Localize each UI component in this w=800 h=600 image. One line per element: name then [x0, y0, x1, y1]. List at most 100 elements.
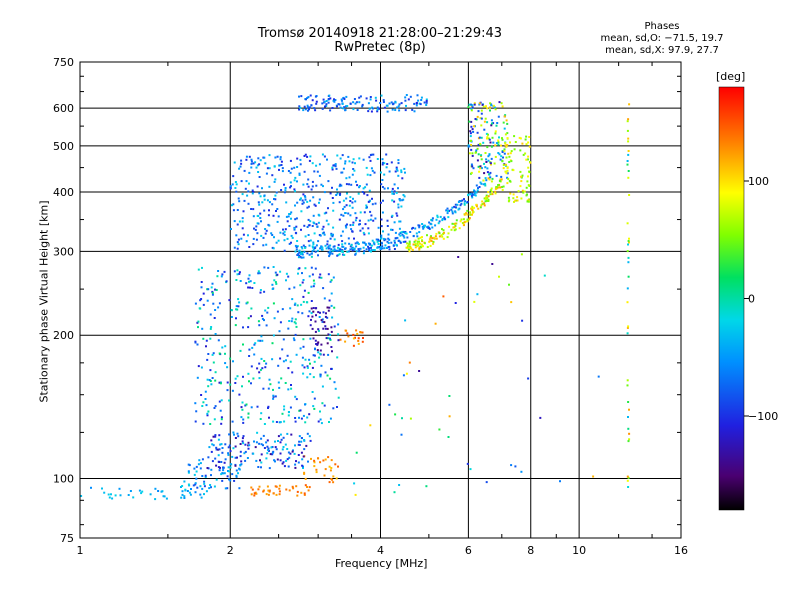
scatter-point — [323, 474, 326, 477]
scatter-point — [525, 186, 528, 189]
scatter-point — [370, 244, 373, 247]
scatter-point — [204, 398, 207, 400]
scatter-point — [295, 460, 297, 463]
x-tick-label: 2 — [227, 544, 234, 557]
y-tick-label: 600 — [53, 102, 74, 115]
scatter-point — [260, 466, 262, 469]
scatter-point — [282, 360, 285, 363]
scatter-point — [457, 256, 460, 258]
scatter-point — [290, 211, 293, 214]
scatter-point — [626, 160, 629, 162]
scatter-point — [331, 249, 334, 252]
scatter-point — [407, 245, 410, 247]
scatter-point — [267, 407, 269, 409]
scatter-point — [276, 458, 279, 461]
scatter-point — [315, 471, 318, 474]
scatter-point — [414, 227, 417, 230]
scatter-point — [355, 216, 358, 219]
scatter-point — [311, 225, 314, 227]
scatter-point — [192, 484, 195, 487]
scatter-point — [209, 337, 212, 340]
scatter-point — [274, 271, 277, 274]
scatter-point — [274, 446, 277, 449]
scatter-point — [250, 160, 253, 163]
scatter-point — [438, 235, 441, 238]
scatter-point — [295, 398, 298, 401]
scatter-point — [296, 201, 299, 204]
scatter-point — [289, 406, 292, 409]
scatter-point — [211, 293, 214, 296]
scatter-point — [268, 416, 270, 419]
scatter-point — [303, 195, 306, 197]
scatter-point — [529, 161, 532, 164]
scatter-point — [291, 371, 294, 374]
scatter-point — [353, 169, 356, 172]
scatter-point — [431, 219, 434, 222]
scatter-point — [241, 437, 244, 440]
scatter-point — [451, 212, 454, 215]
scatter-point — [227, 466, 230, 469]
scatter-point — [322, 327, 325, 330]
scatter-points — [80, 94, 631, 501]
scatter-point — [362, 158, 365, 161]
scatter-point — [330, 326, 333, 329]
scatter-point — [302, 244, 305, 247]
scatter-point — [348, 242, 351, 245]
scatter-point — [470, 103, 472, 106]
scatter-point — [197, 320, 200, 323]
scatter-point — [252, 162, 255, 165]
scatter-point — [294, 250, 297, 253]
scatter-point — [227, 446, 230, 449]
scatter-point — [392, 192, 395, 195]
scatter-point — [217, 454, 220, 457]
scatter-point — [322, 311, 325, 314]
scatter-point — [485, 132, 488, 135]
scatter-point — [238, 271, 241, 274]
scatter-point — [340, 234, 343, 237]
scatter-point — [209, 369, 212, 372]
scatter-point — [195, 477, 198, 480]
scatter-point — [282, 232, 285, 235]
scatter-point — [363, 249, 366, 252]
scatter-point — [233, 161, 236, 164]
scatter-point — [463, 198, 465, 201]
scatter-point — [295, 225, 298, 228]
scatter-point — [627, 401, 630, 403]
scatter-point — [415, 104, 418, 107]
scatter-point — [250, 162, 253, 165]
scatter-point — [247, 372, 250, 375]
scatter-point — [309, 373, 312, 376]
scatter-point — [367, 219, 370, 222]
scatter-point — [488, 153, 491, 156]
scatter-point — [457, 208, 460, 211]
scatter-point — [353, 482, 356, 485]
scatter-point — [284, 228, 287, 231]
scatter-point — [312, 310, 315, 313]
scatter-point — [628, 432, 631, 435]
scatter-point — [200, 298, 203, 300]
scatter-point — [480, 117, 483, 120]
scatter-point — [528, 136, 531, 138]
scatter-point — [238, 200, 241, 203]
scatter-point — [402, 198, 405, 201]
scatter-point — [214, 288, 217, 291]
scatter-point — [404, 96, 407, 99]
scatter-point — [398, 198, 401, 201]
scatter-point — [274, 178, 277, 181]
scatter-point — [203, 480, 206, 483]
scatter-point — [329, 338, 332, 341]
scatter-point — [253, 492, 256, 495]
scatter-point — [397, 105, 400, 108]
scatter-point — [527, 200, 530, 203]
scatter-point — [321, 248, 324, 251]
scatter-point — [340, 98, 343, 101]
scatter-point — [479, 165, 482, 168]
scatter-point — [483, 120, 486, 123]
scatter-point — [200, 281, 203, 283]
scatter-point — [287, 414, 290, 417]
scatter-point — [229, 466, 232, 469]
scatter-point — [276, 273, 279, 276]
scatter-point — [335, 167, 338, 170]
scatter-point — [329, 237, 332, 240]
scatter-point — [255, 166, 258, 169]
